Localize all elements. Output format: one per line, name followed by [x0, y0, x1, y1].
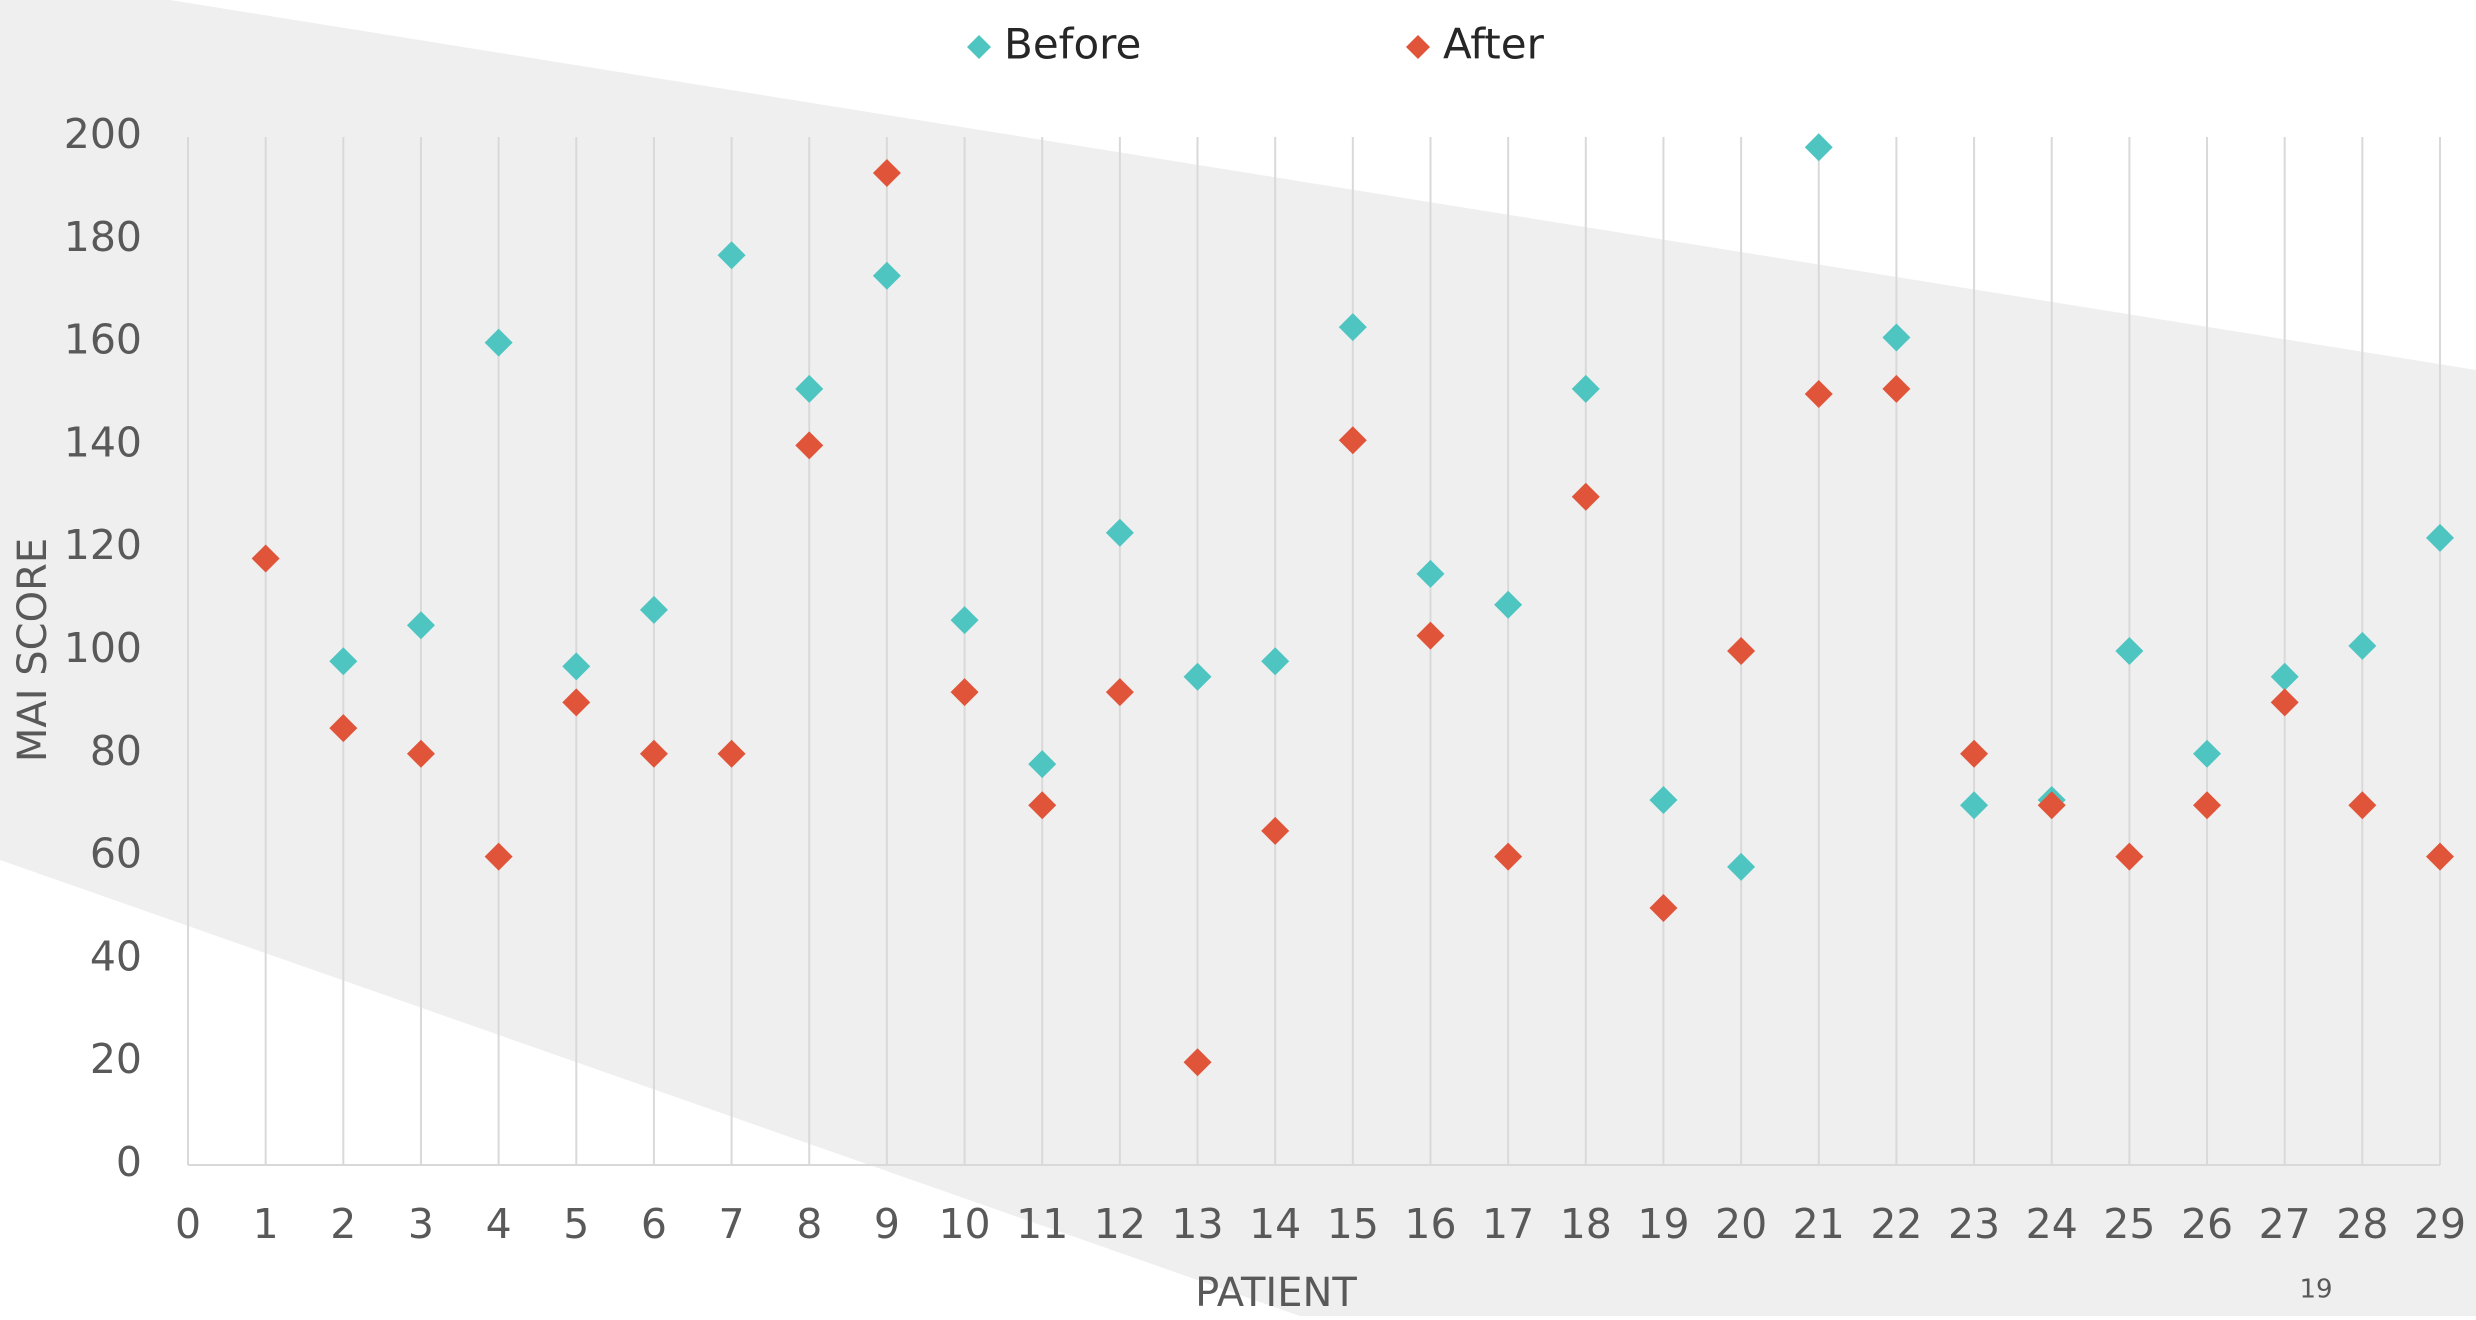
x-tick-label: 2 [330, 1200, 356, 1248]
x-axis-label: PATIENT [1195, 1270, 1357, 1316]
background-shape [0, 0, 2476, 1316]
x-tick-label: 8 [796, 1200, 822, 1248]
x-tick-label: 0 [175, 1200, 201, 1248]
x-tick-label: 4 [486, 1200, 512, 1248]
x-tick-label: 5 [563, 1200, 589, 1248]
x-tick-label: 9 [874, 1200, 900, 1248]
x-tick-label: 24 [2026, 1200, 2078, 1248]
page-number: 19 [2299, 1275, 2332, 1305]
y-tick-label: 180 [64, 213, 142, 261]
y-tick-label: 100 [64, 624, 142, 672]
x-tick-label: 17 [1482, 1200, 1534, 1248]
y-tick-label: 0 [116, 1138, 142, 1186]
legend-label: After [1443, 20, 1545, 69]
x-tick-label: 18 [1560, 1200, 1612, 1248]
x-tick-label: 23 [1948, 1200, 2000, 1248]
chart: MAI SCORE PATIENT 19 0123456789101112131… [0, 0, 2476, 1316]
x-tick-label: 11 [1016, 1200, 1068, 1248]
x-tick-label: 16 [1404, 1200, 1456, 1248]
x-tick-label: 22 [1870, 1200, 1922, 1248]
y-tick-label: 120 [64, 521, 142, 569]
x-tick-label: 28 [2336, 1200, 2388, 1248]
x-tick-label: 10 [938, 1200, 990, 1248]
x-tick-label: 6 [641, 1200, 667, 1248]
x-tick-label: 7 [719, 1200, 745, 1248]
legend-label: Before [1004, 20, 1141, 69]
y-tick-label: 140 [64, 418, 142, 466]
x-tick-label: 21 [1793, 1200, 1845, 1248]
x-tick-label: 3 [408, 1200, 434, 1248]
x-tick-label: 15 [1327, 1200, 1379, 1248]
x-tick-label: 25 [2103, 1200, 2155, 1248]
x-tick-label: 12 [1094, 1200, 1146, 1248]
x-tick-label: 13 [1171, 1200, 1223, 1248]
y-tick-label: 40 [90, 932, 142, 980]
y-tick-label: 60 [90, 830, 142, 878]
point [1805, 133, 1833, 161]
x-tick-label: 19 [1637, 1200, 1689, 1248]
x-tick-label: 1 [253, 1200, 279, 1248]
x-tick-label: 20 [1715, 1200, 1767, 1248]
x-tick-label: 14 [1249, 1200, 1301, 1248]
y-tick-label: 20 [90, 1035, 142, 1083]
y-tick-label: 160 [64, 316, 142, 364]
x-tick-label: 27 [2259, 1200, 2311, 1248]
y-tick-label: 80 [90, 727, 142, 775]
y-tick-label: 200 [64, 110, 142, 158]
y-axis-label: MAI SCORE [10, 538, 56, 762]
x-tick-label: 26 [2181, 1200, 2233, 1248]
x-tick-label: 29 [2414, 1200, 2466, 1248]
